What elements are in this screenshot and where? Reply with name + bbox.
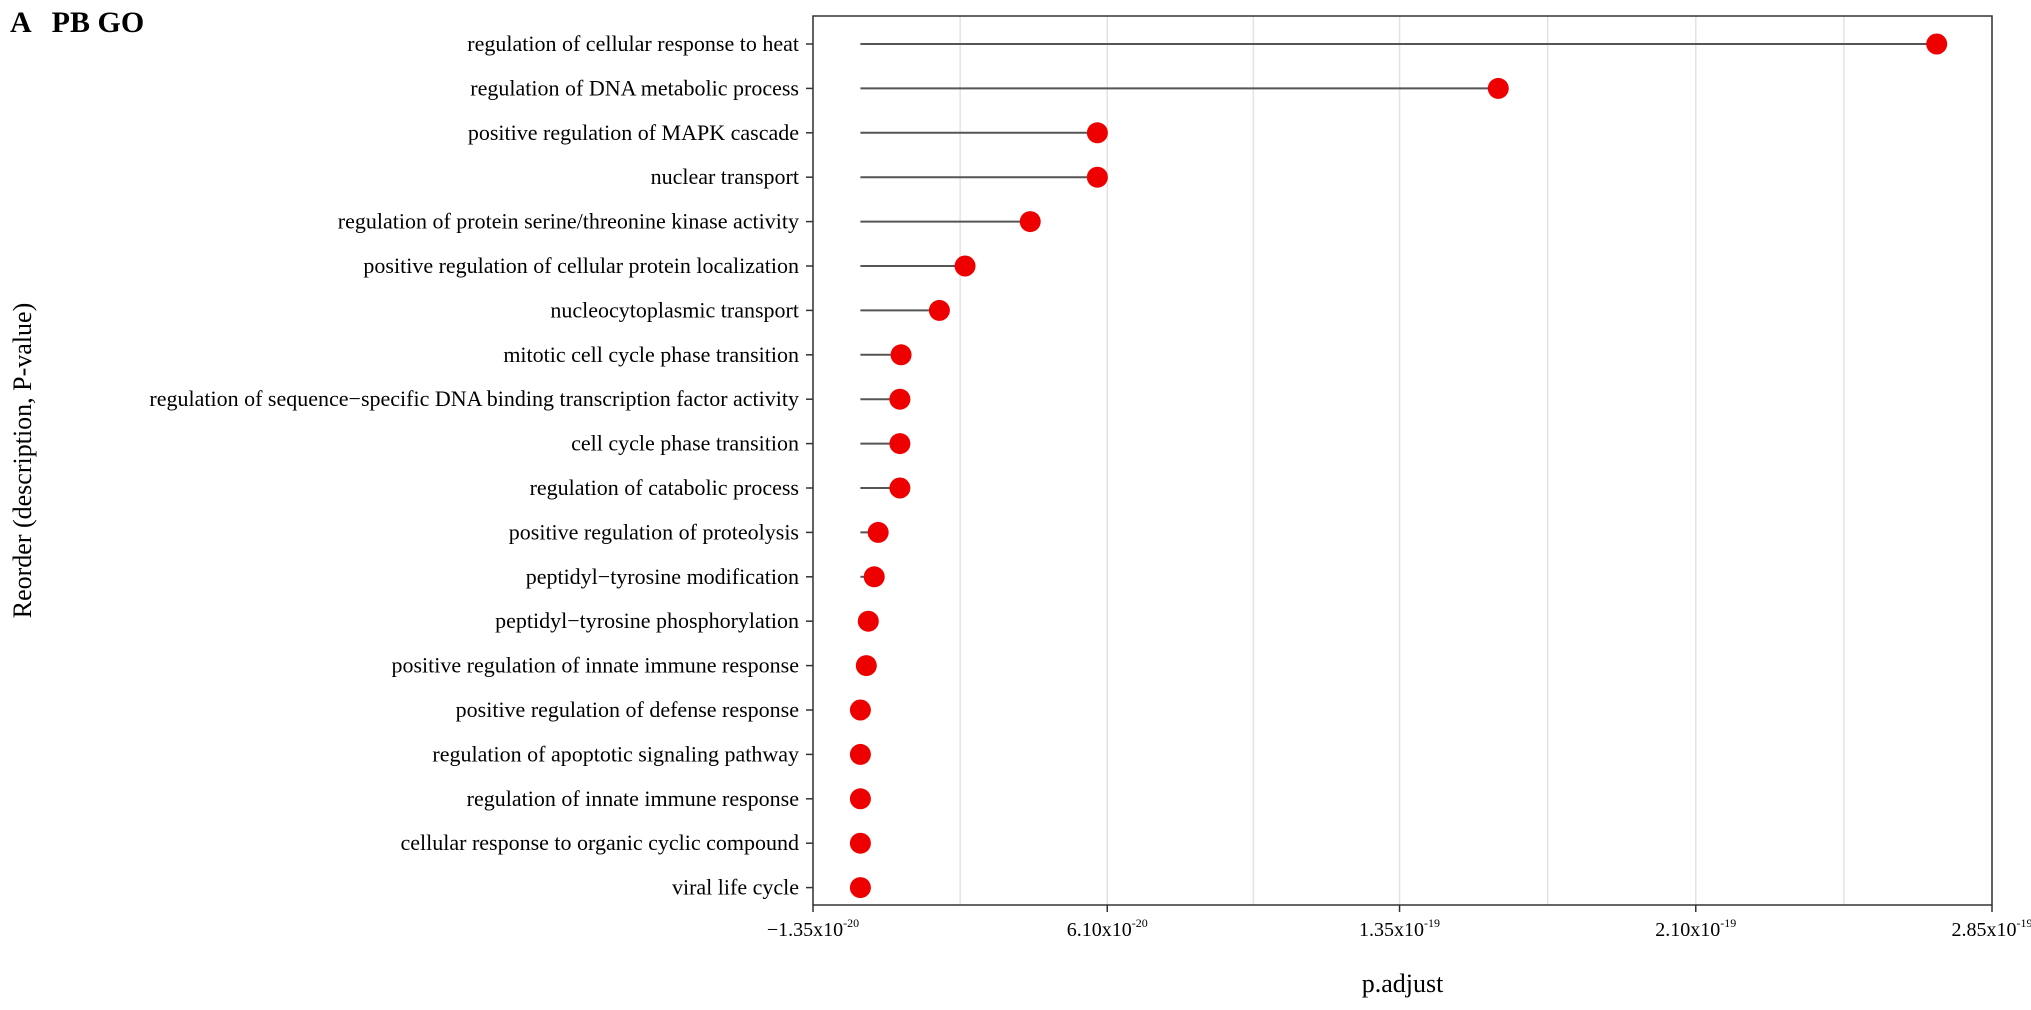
grid-lines <box>812 16 1993 905</box>
panel-letter: A <box>10 6 32 39</box>
category-label: regulation of innate immune response <box>467 786 799 811</box>
category-label: nuclear transport <box>651 164 799 189</box>
x-tick-label: 2.85x10-19 <box>1952 916 2031 941</box>
category-label: cell cycle phase transition <box>571 431 799 456</box>
y-axis-title: Reorder (description, P-value) <box>8 303 37 619</box>
category-labels: regulation of cellular response to heat r… <box>149 31 813 900</box>
lollipop-point <box>849 877 871 899</box>
lollipop-point <box>889 388 911 410</box>
lollipop-point <box>849 832 871 854</box>
lollipop-point <box>1487 77 1509 99</box>
category-label: positive regulation of defense response <box>456 697 799 722</box>
panel-label: A PB GO <box>10 6 144 40</box>
lollipop-points <box>849 33 1948 899</box>
lollipop-segments <box>860 43 1937 667</box>
lollipop-point <box>1086 166 1108 188</box>
lollipop-point <box>867 521 889 543</box>
x-tick-label: 1.35x10-19 <box>1359 916 1440 941</box>
x-tick-label: −1.35x10-20 <box>767 916 859 941</box>
lollipop-point <box>889 477 911 499</box>
category-label: regulation of DNA metabolic process <box>470 75 799 100</box>
lollipop-point <box>849 699 871 721</box>
category-label: positive regulation of cellular protein … <box>363 253 799 278</box>
x-tick-label: 6.10x10-20 <box>1067 916 1148 941</box>
category-label: positive regulation of MAPK cascade <box>468 120 799 145</box>
lollipop-point <box>855 655 877 677</box>
category-label: mitotic cell cycle phase transition <box>503 342 799 367</box>
category-label: nucleocytoplasmic transport <box>550 297 799 322</box>
lollipop-point <box>928 299 950 321</box>
category-label: positive regulation of innate immune res… <box>391 653 799 678</box>
lollipop-point <box>1019 211 1041 233</box>
x-axis-ticks: −1.35x10-20 6.10x10-20 1.35x10-19 2.10x10-1… <box>767 905 2031 941</box>
lollipop-point <box>863 566 885 588</box>
category-label: peptidyl−tyrosine modification <box>526 564 799 589</box>
lollipop-point <box>849 788 871 810</box>
lollipop-point <box>954 255 976 277</box>
lollipop-point <box>849 743 871 765</box>
lollipop-point <box>890 344 912 366</box>
category-label: regulation of apoptotic signaling pathwa… <box>432 741 799 766</box>
category-label: regulation of sequence−specific DNA bind… <box>149 386 799 411</box>
lollipop-point <box>889 433 911 455</box>
x-tick-label: 2.10x10-19 <box>1655 916 1736 941</box>
category-label: regulation of protein serine/threonine k… <box>338 209 799 234</box>
panel-title: PB GO <box>51 6 145 39</box>
lollipop-point <box>1086 122 1108 144</box>
category-label: positive regulation of proteolysis <box>509 519 799 544</box>
category-label: peptidyl−tyrosine phosphorylation <box>495 608 799 633</box>
plot-frame <box>812 15 1993 906</box>
lollipop-point <box>857 610 879 632</box>
category-label: regulation of catabolic process <box>530 475 799 500</box>
x-axis-title: p.adjust <box>1362 969 1444 998</box>
category-label: regulation of cellular response to heat <box>467 31 799 56</box>
category-label: cellular response to organic cyclic comp… <box>400 830 799 855</box>
lollipop-point <box>1926 33 1948 55</box>
category-label: viral life cycle <box>672 875 799 900</box>
